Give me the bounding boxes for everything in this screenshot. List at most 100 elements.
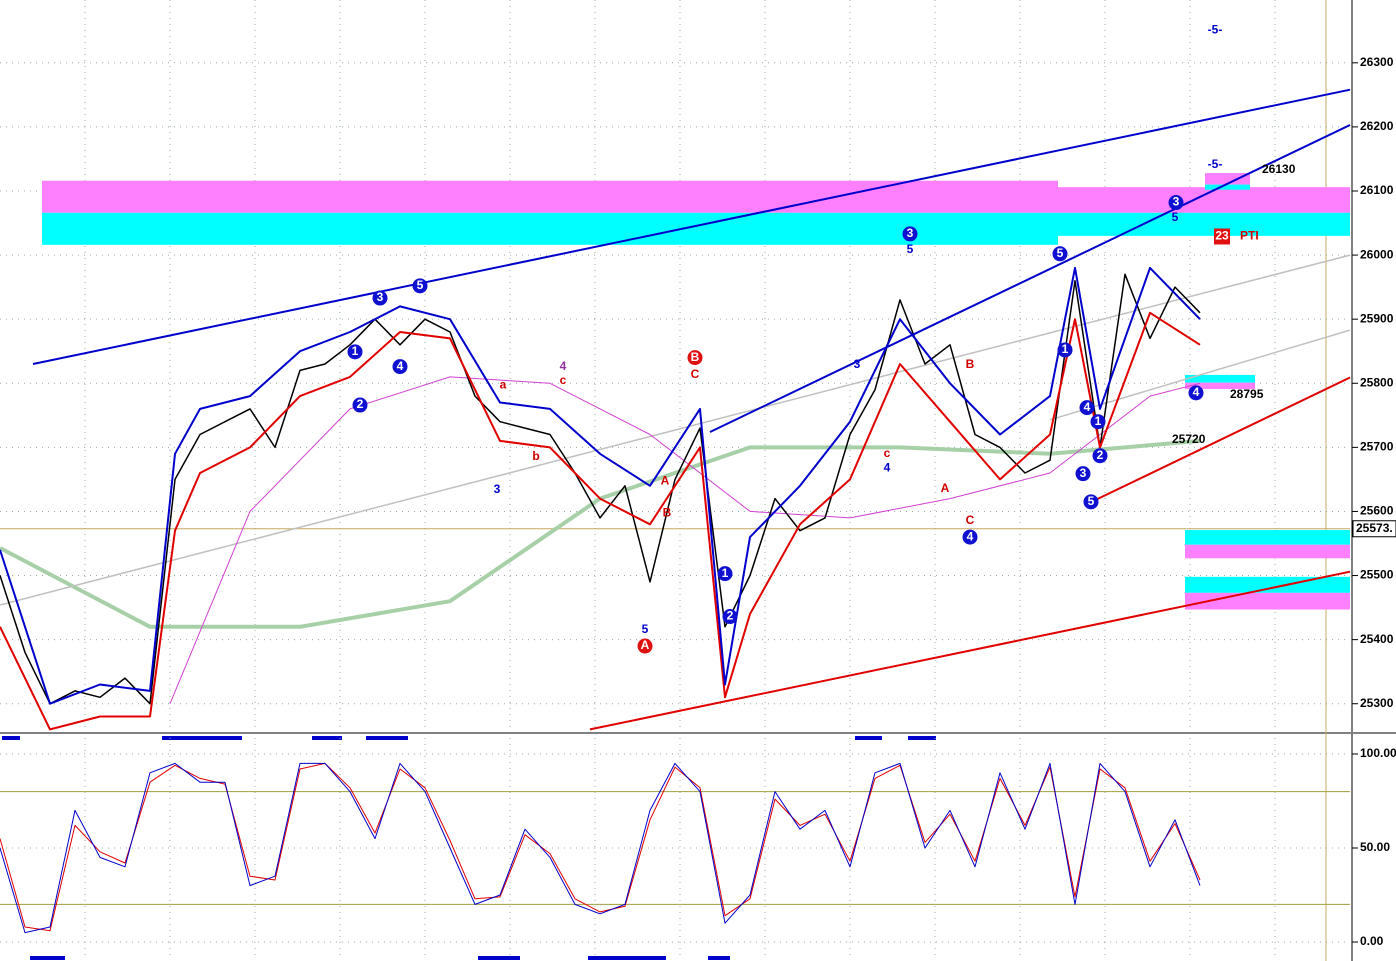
zone <box>42 212 1058 245</box>
series-line <box>0 311 1201 731</box>
label-box <box>1214 228 1230 245</box>
y-tick-label: 25400 <box>1360 632 1394 646</box>
annotation: 4 <box>1084 400 1091 414</box>
last-price-box <box>1352 520 1396 538</box>
y-tick-label: 25700 <box>1360 440 1394 454</box>
annotation: 28795 <box>1230 387 1264 401</box>
wave-circle <box>347 344 363 360</box>
annotation: 5 <box>1172 210 1179 224</box>
annotation: A <box>661 473 670 487</box>
wave-circle <box>1083 494 1099 510</box>
series-line <box>589 570 1351 731</box>
wave-circle <box>687 350 703 366</box>
annotation: 5 <box>1057 246 1064 260</box>
y-tick-label: 26000 <box>1360 247 1394 261</box>
annotation: 3 <box>854 357 861 371</box>
marker <box>908 736 936 740</box>
annotation: 3 <box>907 226 914 240</box>
y-tick-label: 25800 <box>1360 375 1394 389</box>
series-line <box>0 762 1201 934</box>
annotation: 5 <box>642 622 649 636</box>
zone <box>1205 184 1250 190</box>
wave-circle <box>1052 246 1068 262</box>
annotation: 4 <box>397 359 404 373</box>
marker <box>588 956 666 960</box>
zone <box>1185 544 1350 559</box>
wave-circle <box>902 226 918 242</box>
zone <box>1185 382 1255 390</box>
series-line <box>0 273 1201 705</box>
zone <box>1205 173 1250 185</box>
wave-circle <box>717 566 733 582</box>
wave-circle <box>392 359 408 375</box>
annotation: 5 <box>417 278 424 292</box>
annotation: 23 <box>1215 229 1229 243</box>
last-price-label: 25573. <box>1356 521 1393 535</box>
y-tick-label: 25300 <box>1360 696 1394 710</box>
series-line <box>0 266 1201 705</box>
annotation: a <box>500 377 507 391</box>
annotation: A <box>941 481 950 495</box>
annotation: 4 <box>1193 385 1200 399</box>
y-tick-label: 0.00 <box>1360 934 1384 948</box>
marker <box>708 956 730 960</box>
zone <box>1058 212 1350 236</box>
markers <box>2 736 936 960</box>
wave-circle <box>1079 400 1095 416</box>
wave-circle <box>637 638 653 654</box>
annotation: c <box>560 373 567 387</box>
marker <box>162 736 242 740</box>
wave-circle <box>962 529 978 545</box>
annotation: b <box>532 449 539 463</box>
series-line <box>709 124 1351 433</box>
annotation: 1 <box>1062 342 1069 356</box>
marker <box>366 736 408 740</box>
annotation: 4 <box>967 529 974 543</box>
marker <box>2 736 20 740</box>
wave-circle <box>1090 414 1106 430</box>
annotation: 2 <box>357 397 364 411</box>
wave-circle <box>412 278 428 294</box>
y-tick-label: 26100 <box>1360 183 1394 197</box>
marker <box>30 956 65 960</box>
y-tick-label: 26300 <box>1360 55 1394 69</box>
annotation: 25720 <box>1172 432 1206 446</box>
zone <box>1185 530 1350 545</box>
annotation: 2 <box>1097 448 1104 462</box>
annotation: 26130 <box>1262 162 1296 176</box>
annotation: 3 <box>377 290 384 304</box>
annotation: PTI <box>1240 229 1259 243</box>
annotation: B <box>663 506 672 520</box>
zone <box>42 180 1058 213</box>
annotation: 1 <box>722 566 729 580</box>
annotation: 5 <box>1088 494 1095 508</box>
annotation: 3 <box>1080 466 1087 480</box>
annotation: c <box>884 446 891 460</box>
marker <box>855 736 882 740</box>
annotation: C <box>691 367 700 381</box>
series-line <box>0 254 1351 606</box>
annotation: 3 <box>1173 195 1180 209</box>
y-tick-label: 26200 <box>1360 119 1394 133</box>
wave-circle <box>1075 466 1091 482</box>
annotation: A <box>641 638 650 652</box>
series-line <box>0 762 1201 932</box>
wave-circle <box>352 397 368 413</box>
wave-circle <box>1057 342 1073 358</box>
wave-circle <box>1092 448 1108 464</box>
zone <box>1185 374 1255 383</box>
series-line <box>169 376 1201 704</box>
wave-circle <box>722 609 738 625</box>
y-tick-label: 25500 <box>1360 568 1394 582</box>
annotation: -5- <box>1208 22 1223 36</box>
annotation: C <box>966 513 975 527</box>
y-tick-label: 50.00 <box>1360 840 1390 854</box>
annotation: 1 <box>1095 414 1102 428</box>
wave-circle <box>1168 195 1184 211</box>
annotation: 1 <box>352 344 359 358</box>
y-tick-label: 25600 <box>1360 504 1394 518</box>
series-line <box>1084 376 1351 506</box>
wave-circle <box>1188 385 1204 401</box>
